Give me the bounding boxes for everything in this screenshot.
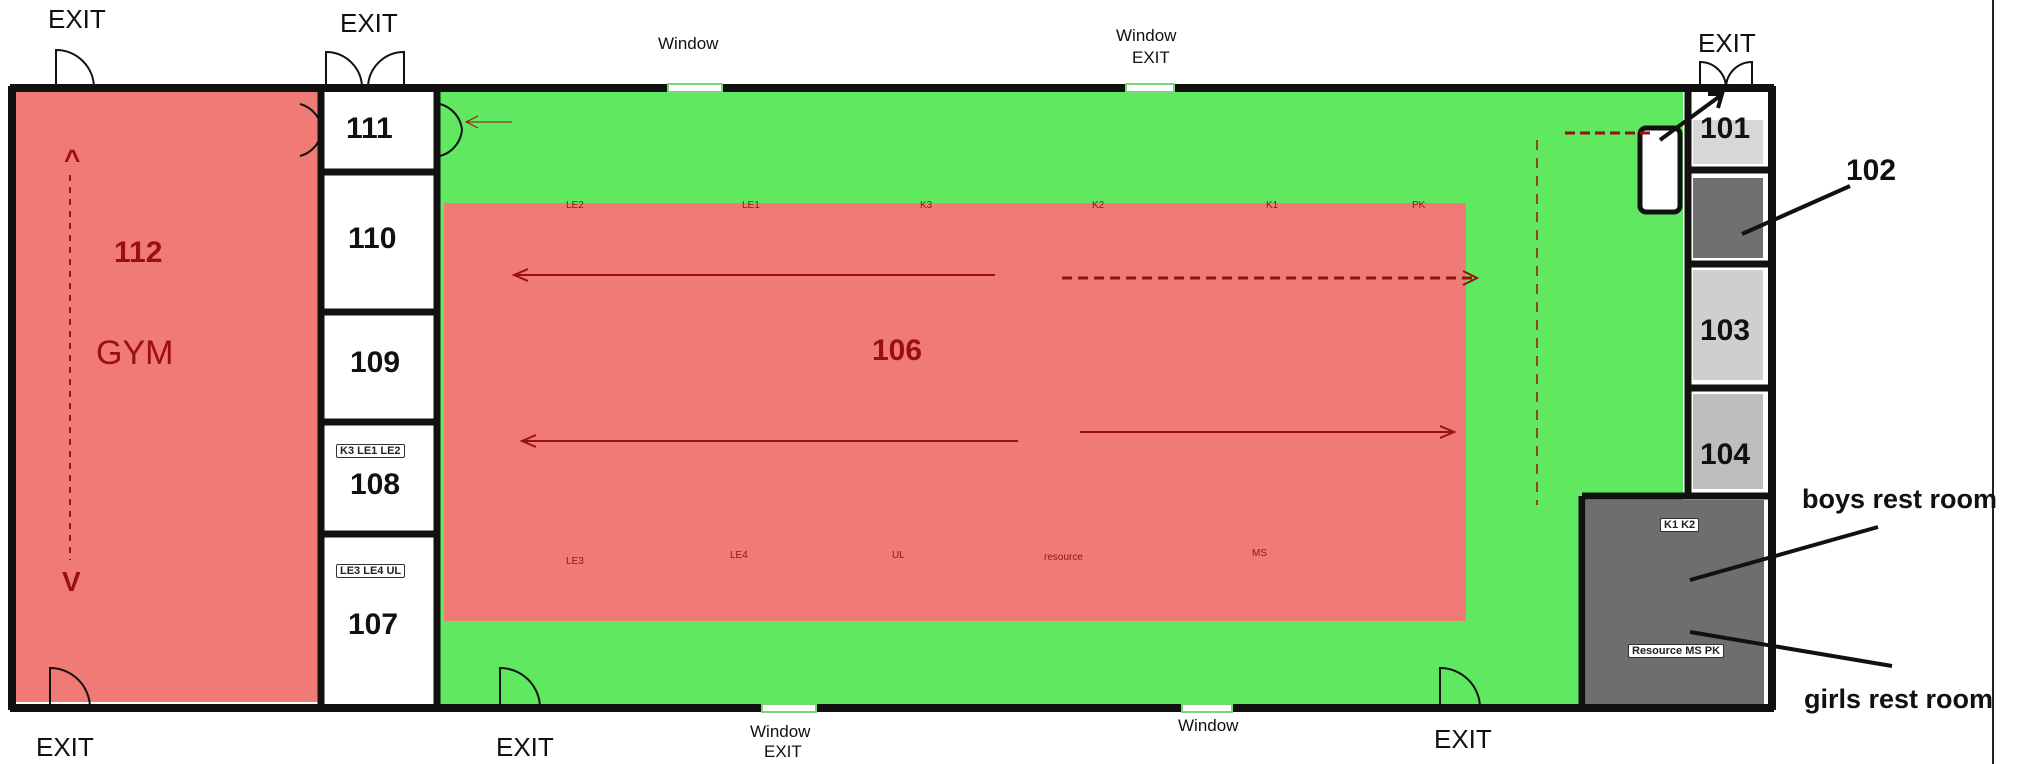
window-openings <box>667 83 1233 713</box>
room-101-fill <box>1693 120 1763 164</box>
gym-arrow-up: ^ <box>64 144 81 175</box>
zone-label: K1 <box>1266 200 1279 211</box>
zone-label: MS <box>1252 548 1267 559</box>
room-109-fill <box>323 318 433 416</box>
room-number-104: 104 <box>1700 438 1751 471</box>
room-number-108: 108 <box>350 468 401 501</box>
restroom-fill <box>1586 500 1764 705</box>
gym-arrow-down: V <box>62 566 81 597</box>
pointer-lines <box>1689 184 1893 668</box>
zone-label: K3 <box>920 200 933 211</box>
girls-rest-room-label: girls rest room <box>1804 684 1994 714</box>
zone-label: LE3 <box>566 556 584 567</box>
route-arrows <box>69 115 1655 560</box>
zone-label: PK <box>1412 200 1426 211</box>
exit-arrow-101 <box>1658 92 1725 142</box>
room-106-red-zone <box>444 203 1466 621</box>
window-label-bottom-1: Window <box>750 722 811 741</box>
window-label-bottom-2: Window <box>1178 716 1239 735</box>
gym-red-zone <box>16 92 319 702</box>
zone-label: K2 <box>1092 200 1105 211</box>
exit-label-bottom-right: EXIT <box>1434 724 1492 754</box>
room-number-103: 103 <box>1700 314 1751 347</box>
zone-label: LE1 <box>742 200 760 211</box>
room-number-107: 107 <box>348 608 399 641</box>
room-number-109: 109 <box>350 346 401 379</box>
exit-label-top-left: EXIT <box>48 4 106 34</box>
room-number-106: 106 <box>872 334 923 367</box>
boys-rest-room-label: boys rest room <box>1802 484 1998 514</box>
exit-label-top-right: EXIT <box>1698 28 1756 58</box>
girls-room-class-tag: Resource MS PK <box>1628 644 1725 658</box>
zone-label: resource <box>1044 552 1083 563</box>
exit-label-top-111: EXIT <box>340 8 398 38</box>
room-110-fill <box>323 178 433 306</box>
window-exit-label-top: EXIT <box>1132 48 1170 67</box>
room-number-110: 110 <box>348 222 397 255</box>
room-104-fill <box>1693 394 1763 489</box>
window-label-top-1: Window <box>658 34 719 53</box>
window-label-top-2: Window <box>1116 26 1177 45</box>
boys-room-class-tag: K1 K2 <box>1660 518 1700 532</box>
room-102-fill <box>1693 178 1763 258</box>
exit-label-bottom-middle: EXIT <box>496 732 554 762</box>
room-108-class-tag: K3 LE1 LE2 <box>336 444 405 458</box>
room-number-102: 102 <box>1846 154 1897 187</box>
zone-label: LE2 <box>566 200 584 211</box>
room-107-class-tag: LE3 LE4 UL <box>336 564 406 578</box>
nook <box>1637 125 1683 215</box>
room-103-fill <box>1693 270 1763 380</box>
window-exit-label-bottom: EXIT <box>764 742 802 761</box>
room-number-111: 111 <box>346 112 393 145</box>
interior-walls <box>317 88 1772 708</box>
doors <box>49 48 1753 709</box>
room-number-101: 101 <box>1700 112 1751 145</box>
gym-label: GYM <box>96 334 174 372</box>
zone-label: LE4 <box>730 550 748 561</box>
room-number-112: 112 <box>114 236 163 269</box>
zone-label: UL <box>892 550 905 561</box>
exit-label-bottom-left: EXIT <box>36 732 94 762</box>
